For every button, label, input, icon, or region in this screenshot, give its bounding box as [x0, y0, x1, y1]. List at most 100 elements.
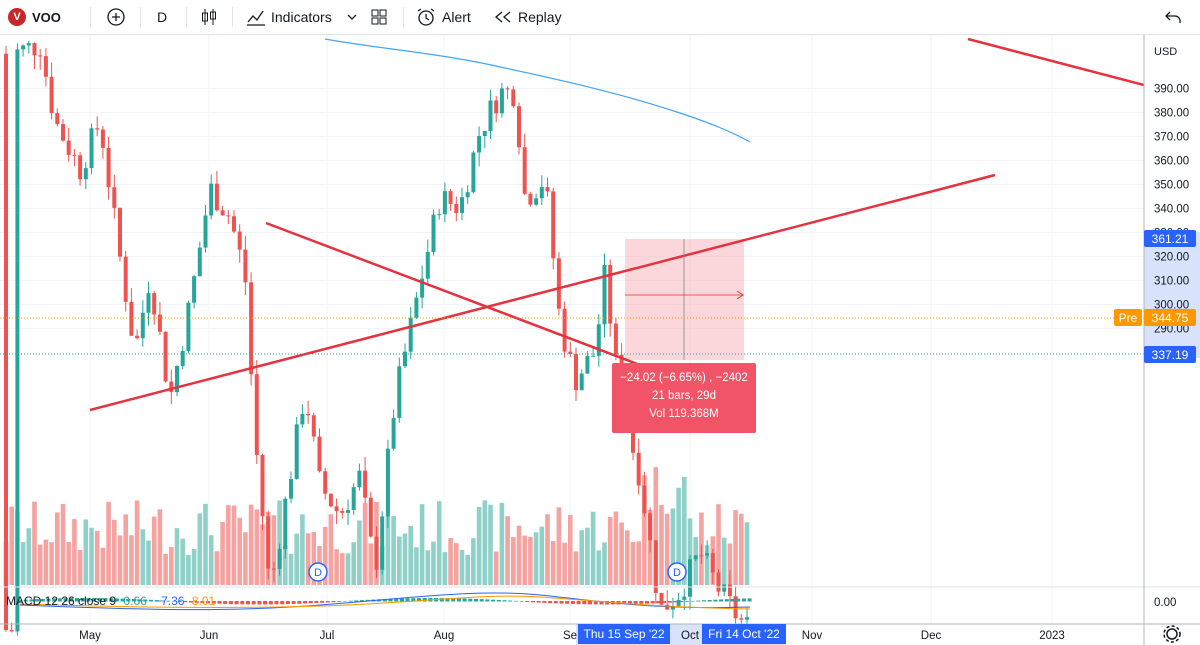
macd-histogram-bar	[320, 601, 325, 603]
volume-bar	[243, 532, 248, 585]
macd-histogram-bar	[519, 601, 524, 602]
volume-bar	[682, 476, 687, 585]
candle-body	[334, 506, 339, 511]
macd-histogram-bar	[736, 598, 741, 602]
macd-histogram-bar	[696, 600, 701, 602]
candle-body	[78, 155, 83, 180]
volume-bar	[585, 527, 590, 585]
candle-body	[591, 355, 596, 357]
candle-body	[482, 130, 487, 137]
macd-label: MACD 12 26 close 9	[6, 594, 117, 608]
volume-bar	[539, 526, 545, 585]
candle-body	[271, 568, 276, 570]
candle-body	[226, 215, 231, 217]
macd-histogram-bar	[747, 598, 752, 602]
dividend-marker-jun[interactable]: D	[308, 562, 328, 582]
candle-body	[214, 183, 219, 211]
macd-histogram-bar	[707, 600, 712, 602]
macd-histogram-bar	[285, 601, 290, 605]
macd-histogram-bar	[627, 601, 632, 605]
macd-legend[interactable]: MACD 12 26 close 9 0.66 −7.36 8.01	[6, 594, 215, 608]
time-label: Dec	[921, 630, 942, 642]
svg-text:D: D	[673, 567, 681, 579]
replay-button[interactable]: Replay	[494, 0, 562, 34]
volume-bar	[419, 504, 425, 585]
alert-button[interactable]: Alert	[416, 0, 471, 34]
candle-body	[705, 553, 710, 556]
candle-body	[574, 354, 578, 391]
interval-button[interactable]: D	[157, 9, 168, 25]
volume-bar	[20, 542, 26, 585]
macd-histogram-bar	[274, 601, 279, 605]
macd-histogram-bar	[656, 601, 661, 604]
macd-histogram-bar	[724, 599, 729, 602]
chart-canvas[interactable]: USD 390.00 380.00 370.00 360.00 350.00 340.00 3…	[0, 35, 1200, 645]
volume-bar	[550, 540, 556, 585]
candle-body	[163, 331, 168, 382]
macd-histogram-bar	[251, 601, 256, 605]
candle-body	[100, 129, 105, 148]
macd-value-2: −7.36	[154, 594, 185, 608]
candle-body	[197, 247, 202, 277]
indicators-button[interactable]: Indicators	[246, 0, 332, 34]
macd-histogram-bar	[599, 601, 604, 605]
volume-bar	[32, 501, 37, 585]
macd-histogram-bar	[491, 599, 496, 602]
chart-type-button[interactable]	[200, 0, 218, 34]
dividend-marker-sep[interactable]: D	[667, 562, 687, 582]
volume-bar	[26, 528, 32, 585]
candle-body	[340, 510, 345, 513]
candle-body	[363, 470, 368, 498]
candle-body	[266, 516, 271, 569]
macd-histogram-bar	[679, 601, 684, 603]
macd-histogram-bar	[730, 598, 735, 602]
time-label: Aug	[434, 630, 454, 642]
macd-histogram-bar	[502, 600, 507, 602]
volume-bar	[351, 542, 356, 585]
replay-rewind-icon	[494, 11, 511, 23]
candle-body	[613, 323, 618, 355]
candle-body	[21, 45, 26, 50]
macd-histogram-bar	[650, 601, 655, 604]
range-high-price-tag: 361.21	[1144, 230, 1196, 247]
time-label: Nov	[802, 630, 823, 642]
macd-histogram-bar	[474, 598, 478, 602]
time-axis[interactable]: May Jun Jul Aug Se Oct Nov Dec 2023	[79, 630, 1065, 642]
candle-body	[745, 617, 749, 620]
macd-histogram-bar	[485, 599, 490, 602]
macd-histogram-bar	[462, 598, 467, 602]
layout-button[interactable]	[370, 0, 388, 34]
macd-histogram-bar	[645, 601, 649, 604]
add-symbol-button[interactable]	[106, 0, 126, 34]
settings-gear-icon[interactable]	[1163, 625, 1181, 643]
templates-dropdown[interactable]	[346, 0, 358, 34]
macd-histogram-bar	[217, 601, 222, 604]
volume-bar	[72, 519, 77, 585]
volume-bar	[197, 513, 203, 585]
price-tick-label: 310.00	[1154, 276, 1189, 288]
volume-bar	[231, 505, 237, 585]
macd-line	[19, 592, 751, 611]
price-tick-label: 340.00	[1154, 204, 1189, 216]
volume-bar	[397, 536, 402, 585]
macd-histogram-bar	[662, 601, 667, 603]
macd-histogram-bar	[513, 600, 518, 602]
candle-body	[454, 203, 459, 214]
candle-body	[642, 485, 647, 514]
candle-body	[254, 374, 259, 455]
volume-bar	[254, 509, 260, 585]
alert-label: Alert	[442, 9, 471, 25]
candle-body	[528, 193, 533, 205]
candle-body	[522, 147, 527, 194]
volume-bar	[191, 549, 197, 585]
macd-histogram-bar	[451, 598, 456, 602]
undo-button[interactable]	[1165, 0, 1181, 34]
candle-body	[408, 317, 413, 352]
volume-bar	[488, 504, 493, 585]
macd-histogram-bar	[177, 601, 182, 602]
price-axis[interactable]: USD 390.00 380.00 370.00 360.00 350.00 340.00 3…	[1154, 46, 1189, 609]
symbol-search[interactable]: V VOO	[8, 0, 61, 34]
macd-histogram-bar	[52, 598, 57, 602]
volume-bar	[214, 551, 220, 585]
candle-body	[169, 381, 174, 393]
